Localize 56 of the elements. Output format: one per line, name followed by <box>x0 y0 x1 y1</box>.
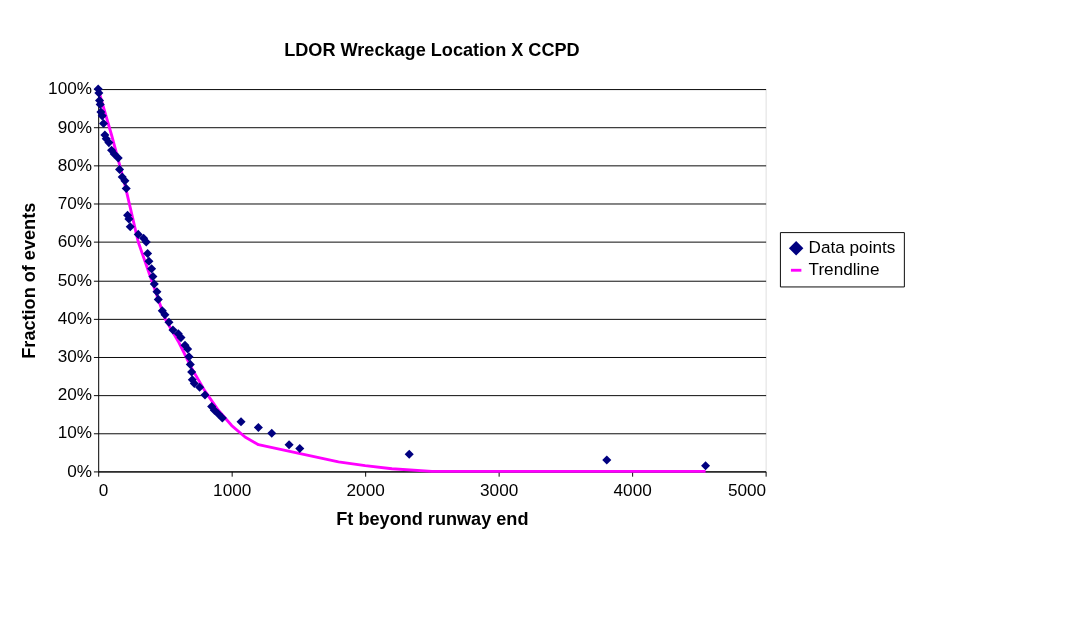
y-tick-label: 0% <box>67 460 93 481</box>
point <box>147 264 157 274</box>
y-axis-title: Fraction of events <box>18 202 39 359</box>
x-axis-title: Ft beyond runway end <box>336 509 529 530</box>
point <box>115 164 125 174</box>
point <box>200 390 210 400</box>
point <box>133 229 143 239</box>
y-tick-label: 40% <box>57 307 93 328</box>
point <box>284 440 294 450</box>
point <box>253 422 263 432</box>
point <box>152 287 162 297</box>
point <box>160 310 170 320</box>
point <box>121 183 131 194</box>
y-tick-label: 90% <box>57 116 93 137</box>
point <box>99 118 109 129</box>
x-tick-label: 0 <box>98 479 109 500</box>
point <box>176 333 186 343</box>
legend-label: Data points <box>808 237 896 258</box>
point <box>195 382 205 392</box>
point <box>184 352 194 362</box>
point <box>236 417 246 427</box>
x-tick-label: 5000 <box>727 479 767 500</box>
y-tick-label: 100% <box>48 78 93 99</box>
legend-label: Trendline <box>808 259 880 280</box>
point <box>141 237 151 247</box>
point <box>125 222 135 232</box>
point <box>120 176 130 186</box>
point <box>144 256 154 266</box>
y-tick-label: 60% <box>57 231 93 252</box>
point <box>104 138 114 148</box>
y-tick-label: 50% <box>57 269 93 290</box>
point <box>185 359 195 369</box>
y-tick-label: 80% <box>57 154 93 175</box>
point <box>153 294 163 304</box>
point <box>267 428 277 438</box>
point <box>113 153 123 163</box>
y-tick-label: 70% <box>57 193 93 214</box>
x-tick-label: 1000 <box>213 479 252 500</box>
point <box>148 271 158 281</box>
point <box>164 317 174 327</box>
point <box>217 413 227 423</box>
point <box>143 248 153 259</box>
point <box>602 455 612 465</box>
point <box>404 449 414 459</box>
point <box>187 367 197 377</box>
x-tick-label: 2000 <box>346 479 385 500</box>
point <box>701 461 711 471</box>
chart-title: LDOR Wreckage Location X CCPD <box>284 39 580 60</box>
x-tick-label: 3000 <box>480 479 519 500</box>
x-tick-label: 4000 <box>613 479 652 500</box>
point <box>295 443 305 454</box>
point <box>168 325 178 335</box>
y-tick-label: 10% <box>57 422 93 443</box>
point <box>149 279 159 289</box>
y-tick-label: 20% <box>57 384 93 405</box>
y-tick-label: 30% <box>57 345 93 366</box>
